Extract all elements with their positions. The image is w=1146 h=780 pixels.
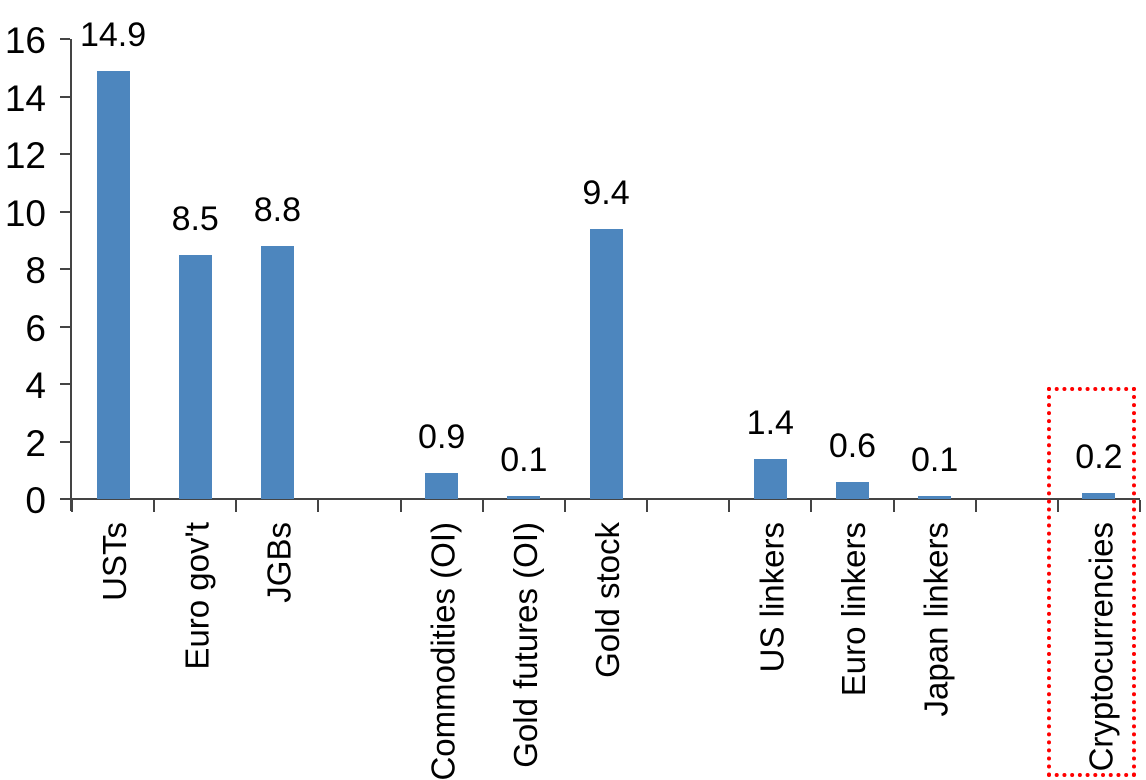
category-label: Gold futures (OI) (506, 522, 544, 768)
x-axis-tick (1056, 500, 1059, 512)
category-label: Euro gov't (178, 522, 216, 670)
x-axis-tick (974, 500, 977, 512)
category-label: JGBs (260, 522, 298, 603)
x-axis-tick (810, 500, 813, 512)
category-label: US linkers (753, 522, 791, 673)
y-axis-tick-label: 10 (4, 192, 46, 234)
bar (1082, 493, 1116, 499)
bar (96, 70, 130, 499)
value-label: 14.9 (79, 15, 147, 54)
y-axis-tick-label: 12 (4, 135, 46, 176)
value-label: 1.4 (746, 403, 794, 442)
value-label: 0.1 (910, 441, 959, 480)
y-axis-tick-label: 14 (4, 77, 46, 119)
y-axis-tick (60, 153, 70, 155)
y-axis-tick-label: 2 (25, 422, 46, 464)
y-axis-tick-label: 8 (25, 250, 46, 291)
x-axis-tick (892, 500, 895, 512)
value-label: 8.5 (171, 199, 219, 238)
x-axis-tick (728, 500, 731, 512)
y-axis-tick-label: 0 (25, 480, 46, 521)
y-axis-tick (60, 38, 70, 40)
y-axis-tick-label: 16 (4, 20, 46, 61)
y-axis-tick-label: 6 (25, 307, 46, 349)
x-axis-tick (153, 500, 156, 512)
x-axis-tick (399, 500, 402, 512)
y-axis-tick (60, 210, 70, 213)
category-label: Gold stock (589, 522, 626, 678)
value-label: 0.2 (1075, 438, 1123, 477)
highlight-box (1047, 387, 1136, 777)
y-axis-tick (60, 268, 70, 270)
category-label: Japan linkers (917, 522, 955, 717)
value-label: 0.6 (828, 426, 877, 465)
category-label: USTs (96, 522, 134, 601)
y-axis-tick (60, 95, 70, 98)
bar (260, 246, 294, 499)
x-axis-tick (481, 500, 484, 512)
y-axis-tick-label: 4 (25, 365, 46, 406)
x-axis-tick (317, 500, 320, 512)
bar (589, 228, 623, 499)
x-axis-tick (71, 500, 73, 512)
y-axis-tick (60, 498, 70, 500)
bar (918, 496, 952, 499)
y-axis-line (70, 39, 72, 511)
x-axis-line (60, 498, 1140, 500)
y-axis-tick (60, 440, 70, 443)
category-label: Euro linkers (835, 522, 873, 697)
bar (835, 481, 869, 499)
bar (507, 496, 541, 499)
y-axis-tick (60, 383, 70, 385)
bar (753, 458, 787, 499)
x-axis-tick (1139, 500, 1141, 512)
x-axis-tick (646, 500, 649, 512)
bar (425, 473, 459, 499)
y-axis-tick (60, 325, 70, 328)
bar (178, 254, 212, 499)
x-axis-tick (563, 500, 566, 512)
value-label: 0.9 (418, 418, 466, 457)
value-label: 9.4 (582, 173, 630, 212)
x-axis-tick (235, 500, 238, 512)
category-label: Commodities (OI) (424, 522, 462, 780)
value-label: 0.1 (500, 441, 548, 480)
value-label: 8.8 (253, 191, 301, 229)
